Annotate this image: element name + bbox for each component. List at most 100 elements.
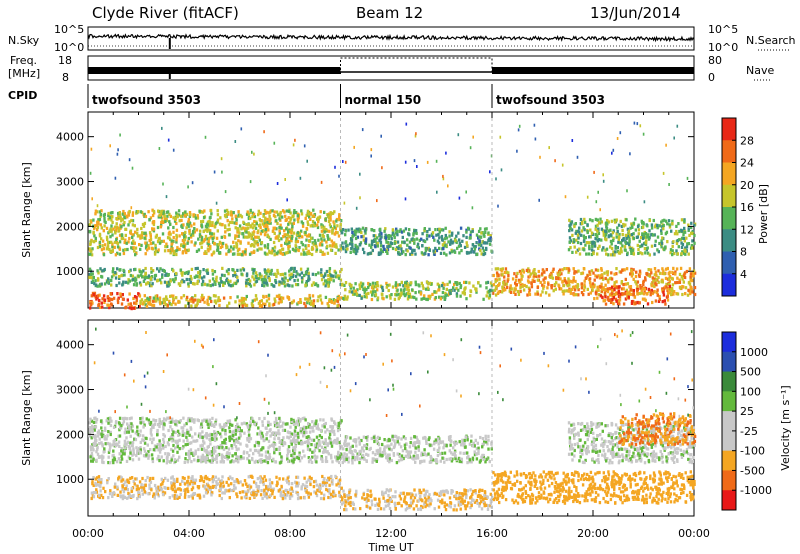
data-cell (281, 296, 285, 300)
data-cell (115, 283, 118, 288)
data-cell (591, 219, 594, 223)
data-cell (283, 252, 286, 256)
data-cell (588, 270, 591, 274)
data-cell (157, 248, 160, 252)
data-cell (362, 234, 365, 238)
data-cell (628, 245, 631, 249)
data-cell (323, 238, 326, 242)
data-cell (661, 300, 664, 304)
data-cell (303, 251, 306, 255)
data-cell (315, 249, 318, 253)
data-cell (426, 286, 430, 290)
data-cell (173, 249, 176, 253)
data-cell (571, 280, 574, 284)
data-cell (240, 301, 244, 305)
data-cell (234, 428, 238, 433)
data-cell (682, 251, 686, 255)
data-cell (615, 235, 618, 239)
data-cell (644, 298, 647, 302)
data-cell (628, 240, 631, 244)
data-cell (307, 275, 310, 279)
data-cell (94, 279, 97, 283)
data-cell (139, 299, 142, 303)
data-cell (160, 301, 163, 305)
data-cell (307, 299, 310, 303)
data-cell (111, 242, 114, 246)
data-cell (209, 452, 212, 456)
data-cell (235, 218, 238, 222)
data-cell (649, 293, 652, 297)
data-cell (591, 288, 594, 292)
data-cell (224, 429, 227, 433)
data-cell (321, 243, 324, 247)
data-cell (130, 206, 133, 210)
data-cell (172, 148, 175, 152)
data-cell (374, 284, 378, 288)
data-cell (153, 444, 157, 448)
data-cell (519, 271, 523, 276)
data-cell (486, 241, 489, 245)
data-cell (129, 451, 132, 455)
data-cell (691, 231, 694, 236)
data-cell (389, 296, 392, 300)
data-cell (327, 273, 330, 278)
data-cell (221, 458, 224, 462)
data-cell (89, 445, 93, 449)
data-cell (290, 227, 294, 231)
data-cell (103, 282, 107, 286)
data-cell (258, 247, 261, 251)
data-cell (133, 437, 136, 441)
data-cell (326, 251, 330, 255)
data-cell (628, 243, 631, 247)
data-cell (337, 234, 341, 238)
data-cell (179, 419, 182, 423)
data-cell (154, 235, 158, 239)
data-cell (117, 440, 121, 444)
data-cell (204, 434, 207, 438)
y-tick-label: 1000 (56, 265, 84, 278)
data-cell (575, 284, 578, 288)
data-cell (268, 444, 272, 448)
data-cell (252, 452, 255, 456)
data-cell (223, 281, 226, 285)
data-cell (291, 452, 295, 456)
data-cell (156, 423, 160, 427)
data-cell (207, 295, 210, 299)
data-cell (356, 235, 360, 239)
data-cell (225, 423, 228, 427)
data-cell (237, 428, 241, 432)
data-cell (422, 286, 425, 290)
data-cell (122, 223, 125, 227)
data-cell (229, 284, 232, 288)
data-cell (628, 237, 631, 241)
data-cell (234, 425, 238, 429)
data-cell (681, 292, 684, 297)
data-cell (227, 212, 230, 216)
data-cell (507, 271, 510, 275)
data-cell (642, 222, 645, 226)
data-cell (134, 246, 138, 250)
data-cell (151, 303, 154, 307)
data-cell (104, 428, 107, 432)
data-cell (478, 235, 481, 239)
data-cell (391, 246, 395, 251)
data-cell (144, 266, 147, 271)
data-cell (691, 239, 694, 243)
data-cell (519, 286, 522, 290)
data-cell (286, 435, 289, 439)
data-cell (195, 249, 199, 253)
data-cell (209, 432, 212, 436)
data-cell (158, 299, 161, 303)
data-cell (132, 239, 135, 243)
data-cell (411, 238, 415, 242)
data-cell (577, 269, 580, 273)
data-cell (346, 295, 349, 299)
data-cell (411, 252, 414, 256)
data-cell (596, 285, 599, 289)
data-cell (221, 223, 224, 227)
data-cell (237, 234, 240, 238)
data-cell (298, 231, 302, 236)
data-cell (240, 429, 243, 433)
data-cell (321, 424, 324, 428)
data-cell (235, 455, 238, 459)
